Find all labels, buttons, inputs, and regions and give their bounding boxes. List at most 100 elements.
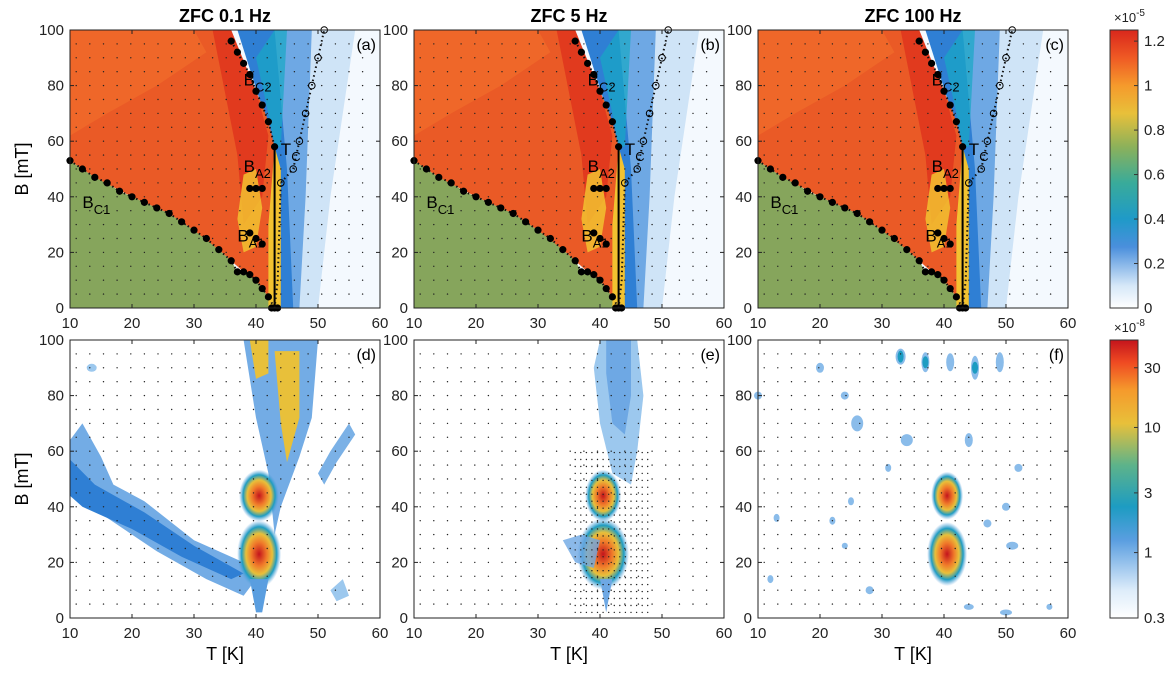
tc-open-point xyxy=(308,81,316,90)
x-tick-label: 40 xyxy=(592,625,609,642)
heatmap-fill xyxy=(414,340,724,618)
bc1-point xyxy=(946,284,954,293)
bc1-point xyxy=(128,193,136,201)
y-tick-label: 0 xyxy=(744,300,752,317)
bc1-point xyxy=(91,173,99,181)
y-tick-label: 80 xyxy=(47,78,64,95)
bc2-point xyxy=(590,70,598,79)
x-tick-label: 20 xyxy=(468,625,485,642)
ba2-point xyxy=(934,184,942,193)
bc1-point xyxy=(522,218,530,226)
tc-open-point xyxy=(1002,54,1010,62)
panel-f: T [K] 10 20 30 40 50 60 0 20 40 60 80 100 (f) xyxy=(727,332,1076,664)
colorbar-tick-label: 0.2 xyxy=(1144,256,1165,273)
x-tick-label: 50 xyxy=(998,315,1015,332)
colorbar-gradient xyxy=(1109,29,1139,309)
annotation-bc1: BC1 xyxy=(426,193,454,217)
axes: 10 20 30 40 50 60 0 20 40 60 80 100 (c) xyxy=(727,22,1076,332)
bc1-point xyxy=(559,246,567,254)
ba2-point xyxy=(258,184,266,193)
bc1-point xyxy=(78,165,86,173)
bc1-point xyxy=(928,268,936,276)
y-tick-label: 20 xyxy=(735,554,752,571)
tc-open-point xyxy=(989,109,998,118)
y-axis-label: B [mT] xyxy=(12,453,32,506)
x-tick-label: 30 xyxy=(530,315,547,332)
x-tick-label: 60 xyxy=(372,625,389,642)
bc1-point xyxy=(264,293,272,301)
y-tick-label: 40 xyxy=(735,189,752,206)
measurement-grid xyxy=(419,43,708,295)
bc2-point xyxy=(615,143,623,151)
bc1-point xyxy=(934,271,942,279)
plot-frame xyxy=(757,29,1069,309)
ba1-point xyxy=(602,240,610,248)
colorbar-bottom: 0.3 1 3 10 30 ×10-8 xyxy=(1109,318,1165,627)
phase-boundaries xyxy=(66,26,329,312)
y-tick-label: 60 xyxy=(47,443,64,460)
ba1-point xyxy=(246,229,254,237)
bc1-point xyxy=(853,209,861,218)
y-tick-label: 100 xyxy=(383,22,408,39)
bc2-point xyxy=(233,48,241,56)
x-tick-label: 50 xyxy=(310,315,327,332)
y-tick-label: 80 xyxy=(47,388,64,405)
y-tick-label: 20 xyxy=(47,554,64,571)
bc2-point xyxy=(934,70,942,79)
annotation-bc1: BC1 xyxy=(770,193,798,217)
axes: 10 20 30 40 50 60 0 20 40 60 80 100 (f) xyxy=(727,332,1076,642)
colorbar-tick-label: 10 xyxy=(1144,419,1161,436)
bc1-point xyxy=(779,173,787,181)
ba2-point xyxy=(246,184,254,193)
bc1-point xyxy=(921,268,930,276)
x-tick-label: 10 xyxy=(62,315,79,332)
bc1-point xyxy=(766,165,775,173)
bc1-point xyxy=(804,187,812,195)
tc-open-point xyxy=(633,165,642,173)
bc2-point xyxy=(602,101,610,109)
bc1-point xyxy=(435,173,443,181)
y-tick-label: 80 xyxy=(391,388,408,405)
tc-open-point xyxy=(301,109,310,118)
annotation-ba2: BA2 xyxy=(588,157,615,181)
x-tick-label: 10 xyxy=(406,625,423,642)
colorbar-tick-label: 3 xyxy=(1144,485,1152,502)
y-axis-label: B [mT] xyxy=(12,143,32,196)
x-tick-label: 40 xyxy=(592,315,609,332)
ba1-point xyxy=(252,234,260,243)
bc1-point xyxy=(246,271,254,279)
panel-a: BC2 BA2 TC BC1 BA1 ZFC 0.1 Hz 10 20 30 40 50 60 0 20 4… xyxy=(39,6,388,332)
tc-dotted-line xyxy=(273,29,326,309)
bc1-point xyxy=(422,165,430,173)
tc-dotted-line xyxy=(961,29,1014,309)
bc2-point xyxy=(264,118,272,126)
bc1-point xyxy=(165,209,173,218)
bc1-point xyxy=(584,268,592,276)
ba1-point xyxy=(946,240,954,248)
bc1-point xyxy=(497,204,505,212)
bc1-point xyxy=(103,179,111,187)
bc2-point xyxy=(271,143,279,151)
colorbars: 0 0.2 0.4 0.6 0.8 1 1.2 ×10-5 0.3 1 3 10 30 ×10-8 xyxy=(1109,8,1165,627)
heatmap-spot xyxy=(983,519,992,528)
annotation-bc2: BC2 xyxy=(244,71,272,95)
bc2-point xyxy=(584,59,592,67)
colorbar-tick-label: 1 xyxy=(1144,78,1152,95)
annotation-bc1: BC1 xyxy=(82,193,110,217)
phase-boundaries xyxy=(410,26,673,312)
x-tick-label: 50 xyxy=(310,625,327,642)
bc1-point xyxy=(240,268,248,276)
bc1-point xyxy=(484,198,492,206)
heatmap-spot xyxy=(1000,609,1012,616)
column-title: ZFC 100 Hz xyxy=(864,6,961,26)
y-tick-label: 0 xyxy=(400,300,408,317)
x-tick-label: 20 xyxy=(124,315,141,332)
bc1-point xyxy=(915,257,923,265)
ba1-point xyxy=(596,234,604,243)
x-tick-label: 10 xyxy=(406,315,423,332)
ba2-point xyxy=(590,184,598,193)
bc2-point xyxy=(227,37,235,45)
y-tick-label: 60 xyxy=(391,443,408,460)
bc2-point xyxy=(596,87,604,95)
